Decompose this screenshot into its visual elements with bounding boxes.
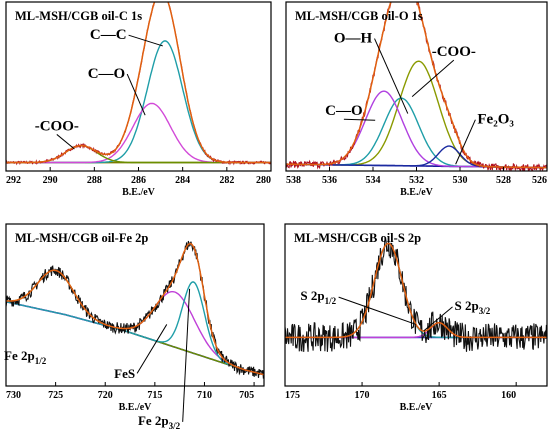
- raw-spectrum: [6, 2, 271, 166]
- panel-s2p: 175 170 165 160 B.E./eV ML-MSH/CGB oil-S 2p S …: [284, 223, 548, 413]
- plot-area: [6, 2, 271, 166]
- plot-area: [6, 240, 264, 379]
- x-tick-label: 715: [147, 390, 162, 401]
- peak-label: -COO-: [35, 118, 79, 134]
- x-tick-label: 530: [453, 175, 468, 186]
- peak-label: S 2p3/2: [455, 298, 491, 316]
- x-tick-label: 286: [131, 175, 146, 186]
- peak-label-leader: [182, 288, 191, 422]
- peak-label: -COO-: [432, 44, 476, 60]
- panel-fe2p: 730 725 720 715 710 705 B.E./eV ML-MSH/CGB oil-…: [4, 223, 265, 431]
- panel-title: ML-MSH/CGB oil-O 1s: [295, 9, 423, 23]
- panel-title: ML-MSH/CGB oil-Fe 2p: [15, 231, 148, 245]
- x-tick-label: 528: [496, 175, 511, 186]
- plot-frame: [5, 1, 272, 172]
- panel-title: ML-MSH/CGB oil-S 2p: [294, 231, 421, 245]
- x-tick-label: 526: [532, 175, 547, 186]
- raw-spectrum: [286, 2, 547, 171]
- peak-label: S 2p1/2: [300, 288, 336, 306]
- peak-label-leader: [374, 38, 409, 114]
- peak-label: Fe₂O₃: [477, 112, 514, 128]
- x-tick-label: 730: [6, 390, 21, 401]
- peak-label-leader: [126, 73, 146, 116]
- panel-o1s: 538 536 534 532 530 528 526 B.E./eV ML-MSH/CGB o…: [285, 1, 548, 198]
- plot-area: [286, 2, 547, 171]
- x-tick-label: 710: [197, 390, 212, 401]
- x-axis-label: B.E./eV: [119, 402, 153, 413]
- plot-frame: [284, 223, 548, 387]
- panel-title: ML-MSH/CGB oil-C 1s: [15, 9, 142, 23]
- peak-label: Fe 2p3/2: [138, 413, 181, 431]
- x-tick-label: 282: [219, 175, 234, 186]
- x-tick-label: 705: [239, 390, 254, 401]
- peak-label-leader: [411, 59, 455, 98]
- peak-label: C—O: [325, 103, 363, 119]
- x-tick-label: 538: [286, 175, 301, 186]
- x-tick-label: 725: [48, 390, 63, 401]
- fitted-envelope: [6, 242, 264, 376]
- component-peak-2: [6, 145, 271, 164]
- x-axis-label: B.E./eV: [400, 187, 434, 198]
- peak-label: C—O: [88, 66, 126, 82]
- peak-label-leader: [343, 118, 376, 121]
- x-tick-label: 284: [175, 175, 190, 186]
- x-tick-label: 160: [501, 390, 516, 401]
- x-tick-label: 175: [285, 390, 300, 401]
- component-peak-2: [6, 281, 264, 376]
- fitted-envelope: [6, 2, 271, 164]
- x-tick-label: 532: [409, 175, 424, 186]
- x-tick-label: 288: [87, 175, 102, 186]
- x-tick-label: 534: [366, 175, 381, 186]
- plot-frame: [285, 1, 548, 172]
- x-tick-label: 536: [322, 175, 337, 186]
- plot-frame: [5, 223, 265, 387]
- peak-label-leader: [56, 134, 75, 150]
- peak-label-leader: [423, 306, 453, 332]
- x-axis-label: B.E./eV: [400, 402, 434, 413]
- x-axis-label: B.E./eV: [122, 187, 156, 198]
- peak-label-leader: [455, 119, 476, 165]
- x-tick-label: 170: [355, 390, 370, 401]
- peak-label: FeS: [114, 366, 135, 381]
- x-tick-label: 165: [432, 390, 447, 401]
- peak-label: O—H: [334, 31, 373, 47]
- peak-label: Fe 2p1/2: [4, 348, 47, 366]
- x-tick-label: 720: [98, 390, 113, 401]
- peak-label: C—C: [90, 27, 127, 43]
- peak-label-leader: [128, 34, 163, 47]
- x-tick-label: 292: [6, 175, 21, 186]
- component-peak-0: [6, 40, 271, 164]
- peak-label-leader: [136, 324, 168, 374]
- peak-label-leader: [338, 296, 417, 325]
- raw-spectrum: [285, 237, 547, 352]
- panel-c1s: 292 290 288 286 284 282 280 B.E./eV ML-MSH/CGB o…: [5, 1, 272, 198]
- fitted-envelope: [286, 2, 547, 169]
- x-tick-label: 280: [256, 175, 271, 186]
- x-tick-label: 290: [43, 175, 58, 186]
